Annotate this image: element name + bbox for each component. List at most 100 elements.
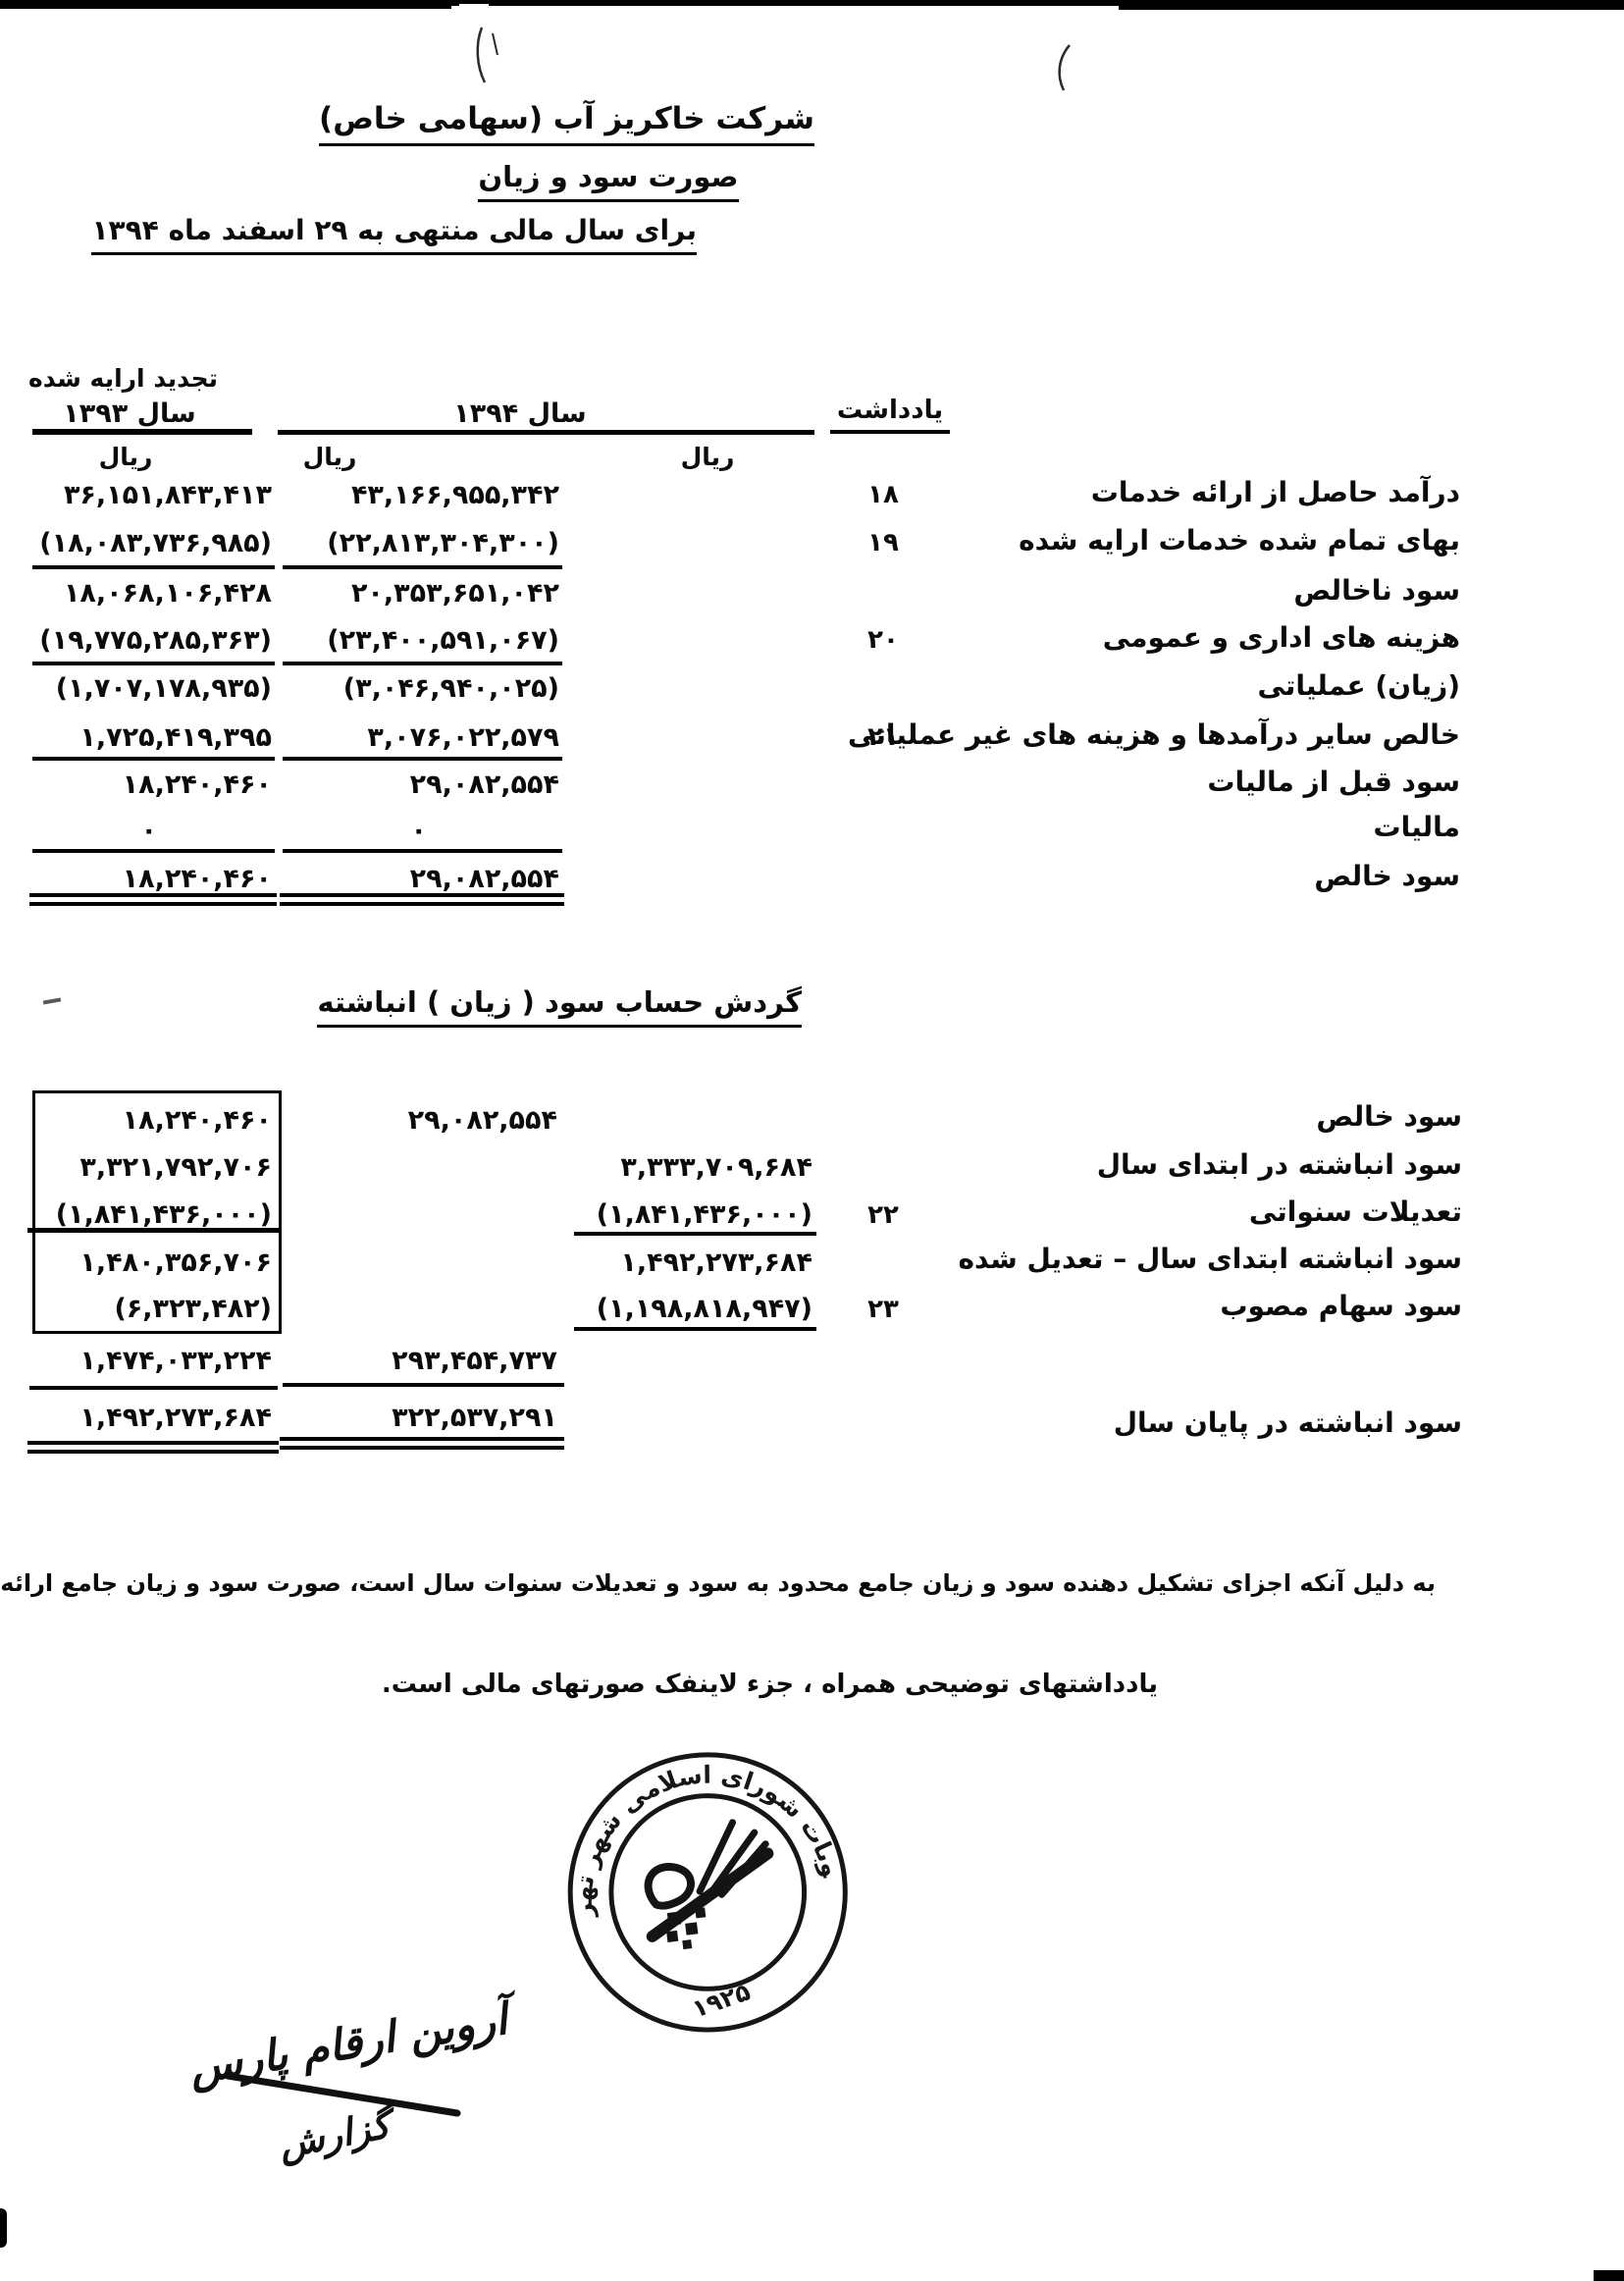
amount-1394: ۰ xyxy=(410,816,427,846)
auditor-signature: آروین ارقام پارس گزارش xyxy=(184,1989,524,2168)
amount-1393: ۱,۴۷۴,۰۳۳,۲۲۴ xyxy=(79,1346,272,1376)
scan-edge-artifact xyxy=(0,2208,7,2248)
amount-1393: ۱۸,۰۶۸,۱۰۶,۴۲۸ xyxy=(63,578,272,609)
currency-label: ریال xyxy=(98,443,153,471)
currency-label: ریال xyxy=(680,443,735,471)
stamp-year: ۱۹۲۵ xyxy=(689,1977,755,2023)
amount-1394: (۲۳,۴۰۰,۵۹۱,۰۶۷) xyxy=(327,625,559,656)
amount-1394: ۲۹,۰۸۲,۵۵۴ xyxy=(409,769,559,800)
note-ref: ۲۰ xyxy=(867,625,899,655)
amount-1394: ۲۹۳,۴۵۴,۷۳۷ xyxy=(392,1346,557,1376)
row-label: بهای تمام شده خدمات ارایه شده xyxy=(1019,524,1460,557)
note-ref: ۱۹ xyxy=(867,528,899,557)
row-label: (زیان) عملیاتی xyxy=(1257,669,1461,702)
rule-line xyxy=(283,565,562,569)
amount-1394: (۳,۰۴۶,۹۴۰,۰۲۵) xyxy=(342,673,559,704)
amount-1393: ۳۶,۱۵۱,۸۴۳,۴۱۳ xyxy=(63,480,272,510)
amount-1393: ۱,۴۸۰,۳۵۶,۷۰۶ xyxy=(79,1247,272,1278)
signature-underline xyxy=(224,2072,461,2117)
signature-caption: گزارش xyxy=(274,2101,403,2168)
amount-1393: ۱۸,۲۴۰,۴۶۰ xyxy=(122,1105,272,1136)
amount-1394: ۳,۳۳۳,۷۰۹,۶۸۴ xyxy=(620,1152,812,1183)
double-rule-line xyxy=(29,902,277,906)
double-rule-line xyxy=(280,893,564,897)
currency-label: ریال xyxy=(302,443,357,471)
column-note-header: یادداشت xyxy=(836,396,944,425)
scan-edge-artifact xyxy=(0,0,451,9)
amount-1394: ۱,۴۹۲,۲۷۳,۶۸۴ xyxy=(620,1247,812,1278)
row-label: سود انباشته در ابتدای سال xyxy=(1096,1148,1462,1181)
amount-1394: (۱,۱۹۸,۸۱۸,۹۴۷) xyxy=(596,1294,812,1324)
row-label: سود انباشته ابتدای سال – تعدیل شده xyxy=(958,1243,1462,1275)
row-label: تعدیلات سنواتی xyxy=(1248,1195,1462,1228)
amount-1393: (۱۹,۷۷۵,۲۸۵,۳۶۳) xyxy=(39,625,272,656)
rule-line xyxy=(574,1232,816,1236)
note-ref: ۲۲ xyxy=(867,1200,899,1230)
note-ref: ۱۸ xyxy=(867,480,899,509)
row-label: مالیات xyxy=(1373,811,1460,843)
double-rule-line xyxy=(280,902,564,906)
rule-line xyxy=(29,1386,278,1390)
amount-1393: ۱۸,۲۴۰,۴۶۰ xyxy=(122,769,272,800)
amount-1394: ۲۰,۳۵۳,۶۵۱,۰۴۲ xyxy=(350,578,559,609)
retained-earnings-title: گردش حساب سود ( زیان ) انباشته xyxy=(317,985,802,1029)
amount-1393: (۱۸,۰۸۳,۷۳۶,۹۸۵) xyxy=(39,528,272,558)
council-stamp: مصوبات شورای اسلامی شهر تهران ۱۹۲۵ xyxy=(545,1726,848,2033)
rule-line xyxy=(283,849,562,853)
row-label: سود سهام مصوب xyxy=(1220,1290,1462,1322)
note-ref: ۲۳ xyxy=(867,1295,899,1324)
statement-title: صورت سود و زیان xyxy=(478,160,739,203)
double-rule-line xyxy=(280,1446,564,1450)
row-label: سود انباشته در پایان سال xyxy=(1113,1406,1462,1439)
row-label: سود خالص xyxy=(1314,860,1460,892)
amount-1394: ۳,۰۷۶,۰۲۲,۵۷۹ xyxy=(367,722,559,753)
scan-edge-artifact xyxy=(1119,0,1624,10)
rule-line xyxy=(32,565,275,569)
statement-period: برای سال مالی منتهی به ۲۹ اسفند ماه ۱۳۹۴ xyxy=(91,214,697,256)
row-label: سود قبل از مالیات xyxy=(1207,766,1460,798)
period-line: برای سال مالی منتهی به ۲۹ اسفند ماه ۱۳۹۴ xyxy=(91,214,697,256)
pen-mark xyxy=(1058,44,1071,91)
rule-line xyxy=(283,662,562,665)
pen-mark xyxy=(476,27,498,83)
row-label: سود خالص xyxy=(1316,1100,1462,1133)
amount-1394: (۲۲,۸۱۳,۳۰۴,۳۰۰) xyxy=(327,528,559,558)
note-ref: ۲۱ xyxy=(867,722,899,752)
double-rule-line xyxy=(280,1437,564,1441)
amount-1393: ۰ xyxy=(140,816,157,846)
footnote-comprehensive-income: به دلیل آنکه اجزای تشکیل دهنده سود و زیا… xyxy=(0,1569,1436,1597)
amount-1393: (۶,۳۲۳,۴۸۲) xyxy=(114,1294,272,1324)
amount-1393: ۱,۷۲۵,۴۱۹,۳۹۵ xyxy=(79,722,272,753)
rule-line xyxy=(283,1383,564,1387)
amount-1393: (۱,۷۰۷,۱۷۸,۹۳۵) xyxy=(55,673,272,704)
statement-title-line: صورت سود و زیان xyxy=(461,160,756,203)
page-title-block: شرکت خاکریز آب (سهامی خاص) xyxy=(319,101,814,146)
amount-1394: ۳۲۲,۵۳۷,۲۹۱ xyxy=(392,1403,557,1433)
row-label: خالص سایر درآمدها و هزینه های غیر عملیات… xyxy=(848,718,1460,751)
footnote-notes-integral: یادداشتهای توضیحی همراه ، جزء لاینفک صور… xyxy=(381,1670,1158,1699)
amount-1394: ۴۳,۱۶۶,۹۵۵,۳۴۲ xyxy=(350,480,559,510)
column-prior-year: سال ۱۳۹۳ xyxy=(63,398,196,429)
row-label: سود ناخالص xyxy=(1293,574,1460,607)
section-title-line: گردش حساب سود ( زیان ) انباشته xyxy=(317,985,802,1029)
stamp-emblem xyxy=(644,1819,774,1950)
rule-line xyxy=(32,849,275,853)
company-name: شرکت خاکریز آب (سهامی خاص) xyxy=(319,101,814,146)
rule-line xyxy=(283,757,562,761)
rule-line xyxy=(32,662,275,665)
row-label: درآمد حاصل از ارائه خدمات xyxy=(1090,476,1460,508)
prior-year-highlight-box xyxy=(32,1090,282,1334)
amount-1393: ۱,۴۹۲,۲۷۳,۶۸۴ xyxy=(79,1403,272,1433)
box-divider-line xyxy=(27,1228,281,1233)
row-label: هزینه های اداری و عمومی xyxy=(1102,621,1460,654)
column-restated-note: تجدید ارایه شده xyxy=(28,364,218,393)
amount-1394: ۲۹,۰۸۲,۵۵۴ xyxy=(409,864,559,894)
column-rule xyxy=(830,430,950,434)
scan-edge-artifact xyxy=(0,0,1624,6)
amount-1393: ۱۸,۲۴۰,۴۶۰ xyxy=(122,864,272,894)
column-rule xyxy=(278,430,814,435)
rule-line xyxy=(574,1327,816,1331)
double-rule-line xyxy=(27,1441,279,1445)
scan-dash-artifact xyxy=(42,997,62,1005)
